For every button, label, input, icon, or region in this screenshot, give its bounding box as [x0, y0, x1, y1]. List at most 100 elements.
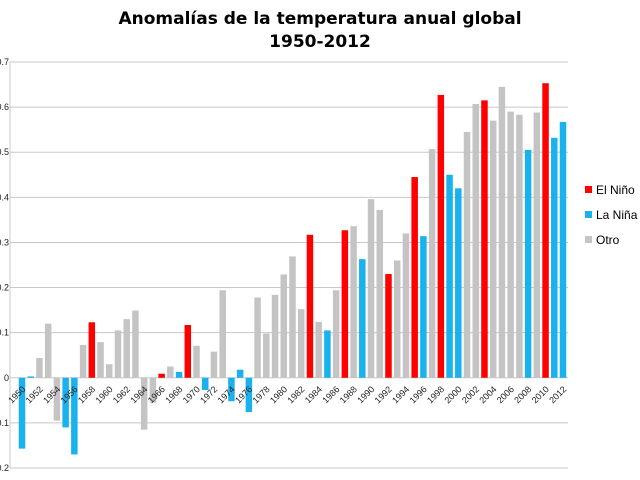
bars [18, 83, 567, 455]
x-tick-label: 1988 [338, 384, 359, 405]
y-tick-label: 0.7 [0, 57, 9, 67]
x-tick-label: 1986 [320, 384, 341, 405]
bar-2005 [498, 86, 506, 378]
bar-1981 [289, 256, 296, 378]
bar-1975 [236, 369, 244, 378]
bar-1953 [44, 323, 52, 378]
bar-2006 [507, 111, 514, 378]
bar-1995 [411, 177, 418, 378]
x-tick-label: 1966 [146, 384, 167, 405]
bar-2009 [533, 112, 541, 378]
legend-label-otro: Otro [596, 233, 620, 247]
x-tick-label: 1984 [303, 384, 324, 405]
bar-1960 [106, 364, 113, 378]
bar-1964 [140, 377, 148, 430]
bar-1974 [228, 377, 235, 402]
x-axis-ticks: 1950195219541956195819601962196419661968… [6, 384, 568, 405]
bar-1993 [393, 260, 401, 378]
bar-1969 [184, 324, 192, 378]
bar-1982 [297, 309, 305, 378]
bar-2002 [472, 103, 479, 378]
bar-1956 [71, 377, 78, 455]
bar-2007 [516, 114, 523, 378]
bar-1987 [341, 230, 349, 378]
x-tick-label: 2008 [512, 384, 533, 405]
bar-2012 [559, 121, 567, 378]
bar-2003 [481, 100, 488, 378]
x-tick-label: 1982 [285, 384, 306, 405]
x-tick-label: 1996 [408, 384, 429, 405]
bar-1985 [324, 330, 331, 378]
x-tick-label: 1958 [76, 384, 97, 405]
bar-1976 [245, 377, 253, 413]
x-tick-label: 2010 [530, 384, 551, 405]
legend-swatch-otro [585, 236, 592, 243]
y-tick-label: 0.6 [0, 102, 9, 112]
x-tick-label: 1952 [24, 384, 45, 405]
bar-1977 [254, 297, 261, 378]
x-tick-label: 1968 [163, 384, 184, 405]
bar-1996 [420, 236, 427, 378]
x-tick-label: 2004 [477, 384, 498, 405]
bar-1971 [201, 377, 209, 390]
bar-1979 [271, 294, 279, 378]
y-axis-ticks: -0.2 -0.1 0 0.1 0.2 0.3 0.4 0.5 0.6 0.7 [0, 57, 9, 473]
bar-1970 [193, 345, 200, 378]
bar-1984 [315, 321, 322, 378]
bar-1965 [149, 377, 157, 403]
bar-1997 [428, 149, 436, 378]
bar-1952 [36, 357, 43, 378]
y-tick-label: 0.1 [0, 328, 9, 338]
y-tick-label: 0.2 [0, 283, 9, 293]
bar-1992 [385, 274, 392, 378]
legend: El Niño La Niña Otro [585, 183, 638, 247]
legend-label-nino: El Niño [596, 183, 635, 197]
bar-1990 [367, 199, 375, 378]
bar-2008 [524, 149, 532, 378]
y-tick-label: 0 [4, 373, 9, 383]
y-tick-label: 0.4 [0, 192, 9, 202]
bar-1989 [359, 259, 366, 378]
legend-label-nina: La Niña [596, 208, 638, 222]
bar-1980 [280, 274, 288, 378]
x-tick-label: 1970 [181, 384, 202, 405]
x-tick-label: 1990 [355, 384, 376, 405]
chart-title-line-1: Anomalías de la temperatura anual global [118, 9, 521, 29]
bar-1950 [18, 377, 26, 449]
bar-1955 [62, 377, 69, 428]
x-tick-label: 2012 [547, 384, 568, 405]
bar-2011 [551, 137, 558, 378]
x-tick-label: 2000 [442, 384, 463, 405]
x-tick-label: 1978 [251, 384, 272, 405]
bar-2001 [463, 131, 471, 378]
bar-1957 [79, 344, 87, 378]
x-tick-label: 1994 [390, 384, 411, 405]
bar-1968 [175, 371, 183, 378]
bar-1998 [437, 94, 445, 378]
x-tick-label: 1962 [111, 384, 132, 405]
bar-1967 [167, 366, 174, 378]
x-tick-label: 2002 [460, 384, 481, 405]
bar-2010 [542, 83, 549, 378]
bar-1959 [97, 342, 104, 378]
bar-1994 [402, 233, 410, 378]
bar-1966 [158, 373, 165, 378]
y-tick-label: 0.3 [0, 237, 9, 247]
x-tick-label: 1980 [268, 384, 289, 405]
bar-1972 [210, 351, 218, 378]
bar-1958 [88, 322, 96, 378]
chart-title-line-2: 1950-2012 [269, 32, 371, 52]
y-tick-label: 0.5 [0, 147, 9, 157]
bar-1999 [446, 174, 453, 378]
bar-2004 [489, 120, 497, 378]
bar-1978 [263, 333, 270, 378]
bar-1988 [350, 226, 357, 378]
y-tick-label: -0.2 [0, 463, 9, 473]
x-tick-label: 1998 [425, 384, 446, 405]
bar-1961 [114, 330, 122, 378]
x-tick-label: 2006 [495, 384, 516, 405]
bar-1986 [332, 290, 340, 378]
bar-1951 [27, 376, 34, 378]
bar-2000 [455, 188, 462, 378]
